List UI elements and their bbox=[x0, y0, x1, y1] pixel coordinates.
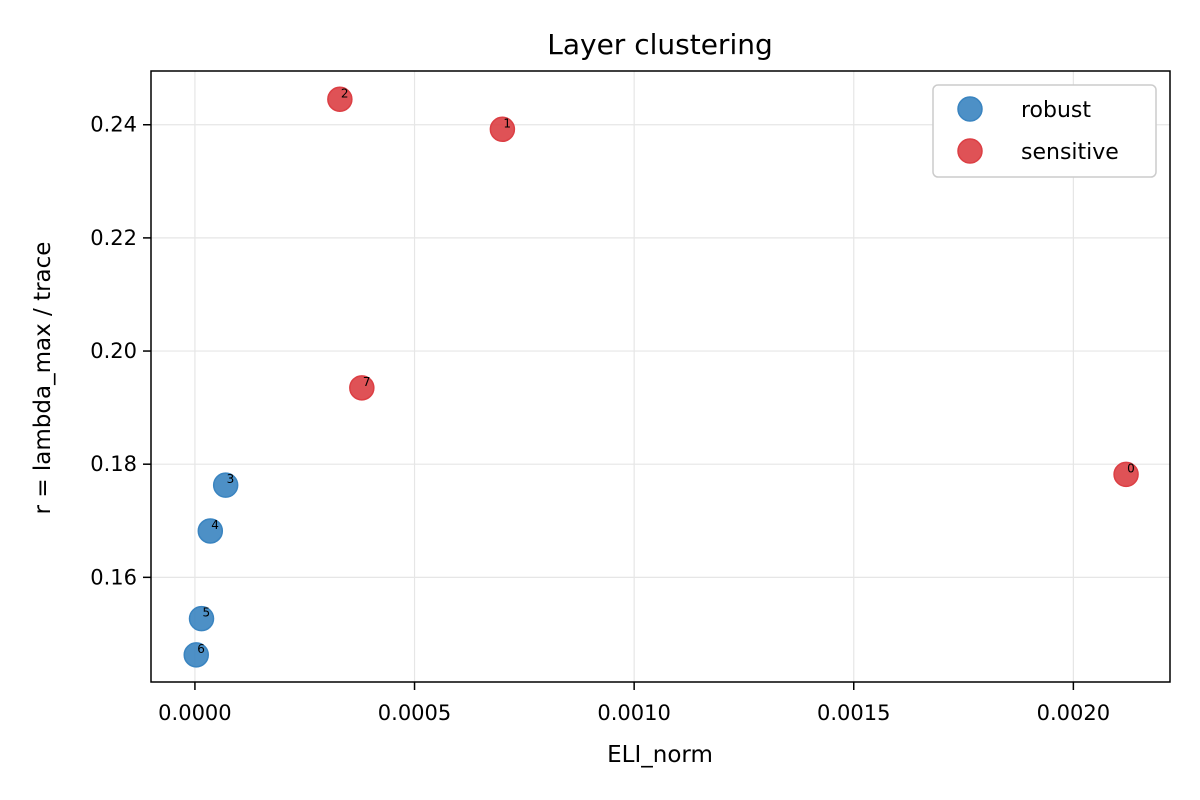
legend-marker-robust bbox=[957, 96, 983, 122]
y-tick-label: 0.18 bbox=[90, 452, 137, 476]
point-label: 4 bbox=[211, 518, 219, 532]
legend-label-sensitive: sensitive bbox=[1021, 140, 1119, 165]
x-tick-label: 0.0010 bbox=[597, 701, 670, 725]
legend-label-robust: robust bbox=[1021, 98, 1091, 123]
point-label: 0 bbox=[1127, 461, 1135, 475]
legend: robust sensitive bbox=[932, 84, 1157, 178]
y-axis-label: r = lambda_max / trace bbox=[30, 242, 56, 515]
point-label: 2 bbox=[341, 86, 349, 100]
point-label: 3 bbox=[227, 472, 235, 486]
point-robust-5 bbox=[188, 605, 215, 632]
point-sensitive-7 bbox=[349, 375, 375, 401]
point-robust-6 bbox=[183, 642, 209, 668]
y-tick-label: 0.16 bbox=[90, 565, 137, 589]
point-robust-3 bbox=[212, 472, 239, 498]
chart-title: Layer clustering bbox=[547, 28, 773, 61]
point-sensitive-1 bbox=[489, 116, 516, 143]
x-tick-label: 0.0005 bbox=[378, 701, 451, 725]
x-tick-label: 0.0020 bbox=[1037, 701, 1110, 725]
legend-marker-sensitive bbox=[957, 138, 983, 164]
point-label: 1 bbox=[503, 116, 511, 130]
x-tick-label: 0.0015 bbox=[817, 701, 890, 725]
y-tick-label: 0.22 bbox=[90, 226, 137, 250]
point-sensitive-0 bbox=[1113, 461, 1139, 488]
data-points: 3 4 5 6 2 1 7 0 bbox=[183, 86, 1139, 668]
y-tick-label: 0.20 bbox=[90, 339, 137, 363]
x-tick-label: 0.0000 bbox=[158, 701, 231, 725]
point-sensitive-2 bbox=[327, 86, 353, 113]
point-robust-4 bbox=[197, 518, 224, 544]
x-axis-label: ELI_norm bbox=[607, 742, 713, 768]
point-label: 7 bbox=[363, 375, 371, 389]
plot-frame bbox=[150, 70, 1171, 683]
y-tick-label: 0.24 bbox=[90, 113, 137, 137]
point-label: 6 bbox=[197, 642, 205, 656]
axis-ticks: 0.0000 0.0005 0.0010 0.0015 0.0020 0.16 0.18 0.… bbox=[90, 113, 1110, 725]
legend-box bbox=[932, 84, 1157, 178]
point-label: 5 bbox=[203, 606, 211, 620]
